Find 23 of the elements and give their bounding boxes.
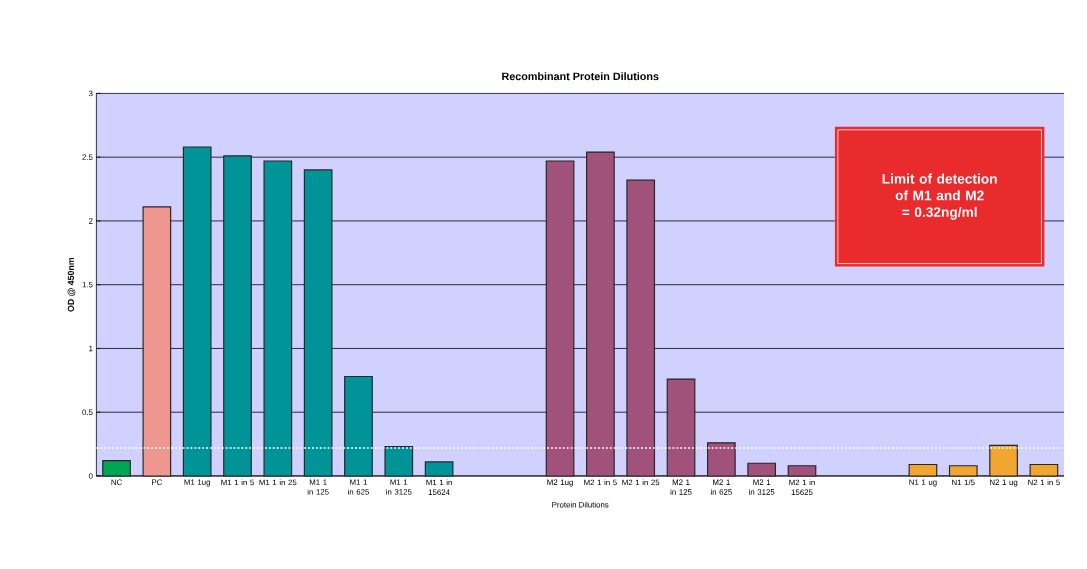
bar [626, 179, 656, 477]
bar [303, 169, 333, 477]
bar [908, 463, 938, 477]
bar [706, 442, 736, 477]
bar [948, 464, 978, 477]
bar [263, 160, 293, 477]
bar [182, 146, 212, 477]
bar [787, 464, 817, 477]
bar [384, 445, 414, 477]
bar [545, 160, 575, 477]
bar [424, 461, 454, 477]
bar [102, 459, 131, 477]
y-axis-title: OD @ 450nm [67, 257, 76, 312]
bar [989, 444, 1018, 477]
chart-title: Recombinant Protein Dilutions [502, 72, 659, 80]
bar [586, 151, 615, 477]
bar [344, 375, 373, 477]
bar [666, 378, 696, 477]
bar [747, 462, 777, 477]
bar [1029, 463, 1059, 477]
annotation: Limit of detection of M1 and M2 = 0.32ng/ml [882, 173, 997, 220]
bar [223, 155, 252, 477]
bar [142, 206, 172, 477]
